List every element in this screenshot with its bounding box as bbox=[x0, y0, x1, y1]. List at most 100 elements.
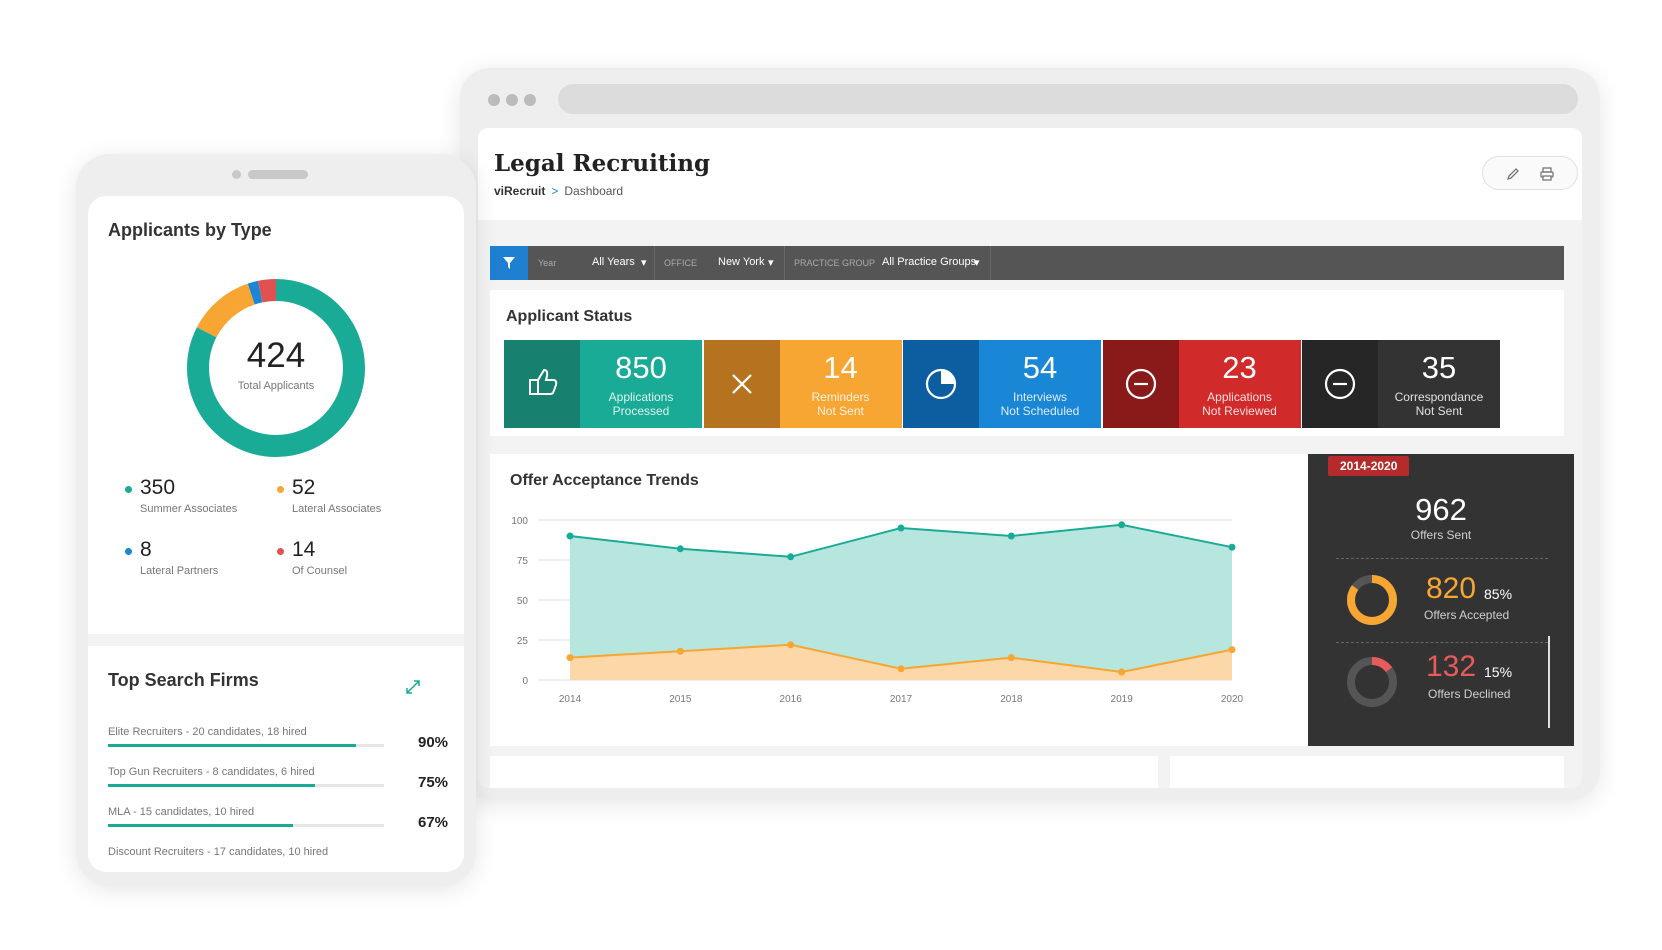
x-tick-label: 2016 bbox=[780, 694, 803, 705]
applicants-donut-chart bbox=[187, 279, 365, 457]
expand-icon[interactable] bbox=[404, 678, 422, 696]
status-tile[interactable]: 54 Interviews Not Scheduled bbox=[903, 340, 1101, 428]
data-point bbox=[1228, 543, 1236, 551]
firm-label: MLA - 15 candidates, 10 hired bbox=[108, 806, 255, 818]
status-tile[interactable]: 23 Applications Not Reviewed bbox=[1102, 340, 1301, 428]
funnel-icon bbox=[503, 257, 515, 269]
firm-progress-track bbox=[108, 744, 384, 747]
year-filter-select[interactable]: All Years bbox=[592, 256, 635, 268]
applicant-status-panel: Applicant Status 850 Applications Processe… bbox=[490, 290, 1564, 436]
address-bar[interactable] bbox=[558, 84, 1578, 114]
x-tick-label: 2015 bbox=[669, 694, 692, 705]
dashboard-page: Legal Recruiting viRecruit > Dashboard Yea… bbox=[478, 128, 1582, 788]
status-tile-label: Applications Processed bbox=[580, 390, 702, 418]
mobile-device: Applicants by Type 424 Total Applicants … bbox=[76, 154, 476, 886]
offer-trend-chart: 0 25 50 75 100 2014 2015 2016 2017 2018 2019 2020 bbox=[511, 516, 1243, 705]
filter-button[interactable] bbox=[490, 246, 528, 280]
status-tile[interactable]: 850 Applications Processed bbox=[504, 340, 702, 428]
firm-progress-fill bbox=[108, 744, 357, 747]
toolbar bbox=[1482, 156, 1578, 190]
minus-circle-icon bbox=[1125, 368, 1156, 400]
card-title: Top Search Firms bbox=[108, 670, 259, 690]
y-tick-label: 50 bbox=[517, 596, 529, 607]
data-point bbox=[566, 532, 574, 540]
window-dot[interactable] bbox=[488, 94, 500, 106]
date-range-badge: 2014-2020 bbox=[1328, 456, 1410, 476]
donut-segment bbox=[187, 279, 365, 457]
offers-declined-value: 132 bbox=[1426, 650, 1477, 683]
status-tile-value: 14 bbox=[823, 350, 858, 385]
legend-value: 52 bbox=[292, 476, 316, 499]
firm-label: Top Gun Recruiters - 8 candidates, 6 hir… bbox=[108, 766, 315, 778]
printer-icon[interactable] bbox=[1539, 166, 1555, 182]
firm-progress-track bbox=[108, 824, 384, 827]
y-tick-label: 75 bbox=[517, 556, 529, 567]
filter-bar: Year All Years ▾ OFFICE New York ▾ PRACT… bbox=[490, 246, 1564, 280]
chevron-down-icon[interactable]: ▾ bbox=[641, 257, 647, 269]
status-tile-label-line: Applications bbox=[608, 390, 674, 404]
pie-icon bbox=[925, 368, 957, 400]
offers-accepted-pct: 85% bbox=[1484, 586, 1513, 602]
status-tile-label-line: Reminders bbox=[811, 390, 870, 404]
x-tick-label: 2014 bbox=[559, 694, 582, 705]
section-title: Offer Acceptance Trends bbox=[510, 472, 699, 489]
breadcrumb-root[interactable]: viRecruit bbox=[494, 184, 546, 198]
status-tile-value: 35 bbox=[1421, 350, 1457, 385]
series-area bbox=[570, 644, 1232, 680]
practice-filter-select[interactable]: All Practice Groups bbox=[882, 256, 977, 268]
data-point bbox=[1228, 646, 1236, 654]
offers-declined-pct: 15% bbox=[1484, 664, 1513, 680]
firm-percent: 75% bbox=[418, 774, 449, 791]
page-title: Legal Recruiting bbox=[494, 150, 711, 177]
page-header: Legal Recruiting viRecruit > Dashboard bbox=[478, 128, 1582, 220]
office-filter-select[interactable]: New York bbox=[718, 256, 765, 268]
filter-divider bbox=[784, 246, 785, 280]
window-dot[interactable] bbox=[506, 94, 518, 106]
offers-sent-value: 962 bbox=[1415, 492, 1467, 527]
legend-label: Summer Associates bbox=[140, 503, 238, 515]
status-tile-label-line: Processed bbox=[612, 404, 670, 418]
data-point bbox=[897, 524, 905, 532]
legend-value: 14 bbox=[292, 538, 316, 561]
pencil-icon[interactable] bbox=[1505, 166, 1521, 182]
minus-circle-icon bbox=[1324, 368, 1356, 400]
breadcrumb: viRecruit > Dashboard bbox=[494, 184, 623, 198]
y-tick-label: 0 bbox=[522, 676, 528, 687]
total-applicants-label: Total Applicants bbox=[237, 380, 315, 392]
status-tile-label-line: Interviews bbox=[1012, 390, 1068, 404]
status-tile-value: 54 bbox=[1022, 350, 1058, 385]
data-point bbox=[897, 665, 905, 673]
status-tile-icon-box bbox=[703, 340, 780, 428]
status-tile-label: Reminders Not Sent bbox=[780, 390, 902, 418]
firm-progress-fill bbox=[108, 784, 315, 787]
legend-value: 350 bbox=[140, 476, 176, 499]
data-point bbox=[1007, 532, 1015, 540]
phone-speaker bbox=[248, 170, 308, 179]
scrollbar[interactable] bbox=[1548, 636, 1550, 728]
filter-divider bbox=[654, 246, 655, 280]
status-tile-label-line: Correspondance bbox=[1394, 390, 1484, 404]
y-tick-label: 100 bbox=[511, 516, 528, 527]
firm-label: Elite Recruiters - 20 candidates, 18 hir… bbox=[108, 726, 307, 738]
chevron-down-icon[interactable]: ▾ bbox=[974, 257, 980, 269]
status-tile-label-line: Not Reviewed bbox=[1202, 404, 1277, 418]
firm-progress-track bbox=[108, 784, 384, 787]
offers-accepted-label: Offers Accepted bbox=[1424, 608, 1510, 622]
status-tile-label: Applications Not Reviewed bbox=[1179, 390, 1301, 418]
status-tile[interactable]: 35 Correspondance Not Sent bbox=[1302, 340, 1500, 428]
legend-dot bbox=[277, 486, 284, 493]
top-search-firms-card: Top Search Firms Elite Recruiters - 20 c… bbox=[88, 646, 464, 872]
status-tile-label-line: Not Sent bbox=[1415, 404, 1463, 418]
data-point bbox=[566, 654, 574, 662]
chevron-down-icon[interactable]: ▾ bbox=[768, 257, 774, 269]
browser-window: Legal Recruiting viRecruit > Dashboard Yea… bbox=[460, 68, 1600, 800]
window-dot[interactable] bbox=[524, 94, 536, 106]
filter-divider bbox=[990, 246, 991, 280]
practice-filter-label: PRACTICE GROUP bbox=[794, 258, 876, 268]
legend-value: 8 bbox=[140, 538, 152, 561]
offers-summary-panel: 2014-2020 962 Offers Sent 820 85% Offers… bbox=[1308, 454, 1574, 746]
status-tile[interactable]: 14 Reminders Not Sent bbox=[703, 340, 902, 428]
applicants-by-type-card: Applicants by Type 424 Total Applicants … bbox=[88, 196, 464, 634]
offer-trends-panel: Offer Acceptance Trends 0 25 50 75 100 2014 20… bbox=[490, 454, 1310, 746]
firm-label: Discount Recruiters - 17 candidates, 10 … bbox=[108, 846, 329, 858]
